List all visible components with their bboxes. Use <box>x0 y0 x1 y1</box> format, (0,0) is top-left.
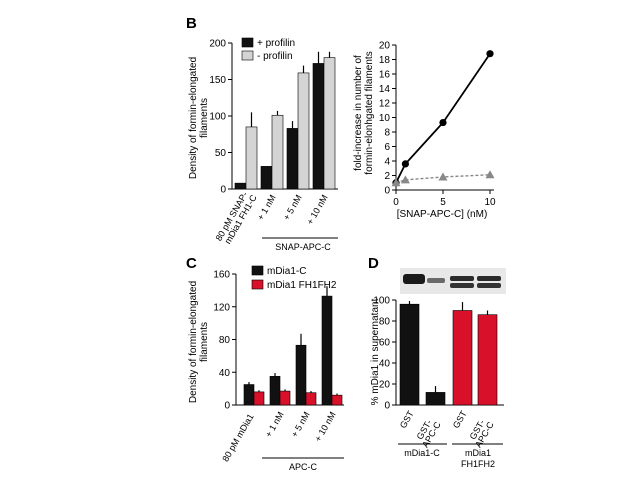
b-y-tick-label-4: 200 <box>209 39 226 50</box>
b-category-label-3: + 10 nM <box>305 193 330 226</box>
b-bar-1-0 <box>245 126 258 190</box>
d-category-label-0: GST <box>398 409 416 430</box>
d-category-label-2: GST <box>451 409 469 430</box>
panel-label-d: D <box>368 255 379 272</box>
br-x-tick-label-2: 10 <box>484 197 496 208</box>
br-point-1-0 <box>391 178 401 187</box>
br-y-tick-label-0: 0 <box>384 186 390 197</box>
br-x-tick-label-0: 0 <box>393 197 399 208</box>
d-y-axis-label: % mDia1 in supernatant <box>370 298 381 405</box>
b-bar-0-1 <box>260 166 273 190</box>
c-y-axis-label-line1: Density of formin-elongated <box>188 281 199 403</box>
d-y-tick-label-0: 0 <box>384 401 390 412</box>
c-bar-0-1 <box>269 376 281 406</box>
b-group-label: SNAP-APC-C <box>275 242 331 252</box>
c-y-tick-label-2: 80 <box>219 335 231 346</box>
br-y-tick-label-8: 16 <box>379 70 391 81</box>
c-bar-1-0 <box>253 391 265 406</box>
b-bar-0-0 <box>234 182 247 190</box>
br-y-axis-label-line1: fold-increase in number of <box>353 55 364 171</box>
c-legend-swatch-1 <box>251 279 264 290</box>
b-y-tick-label-3: 150 <box>209 75 226 86</box>
c-category-label-1: + 1 nM <box>263 410 286 439</box>
br-point-1-2 <box>438 172 448 181</box>
c-y-tick-label-0: 0 <box>224 401 230 412</box>
d-y-tick-label-1: 20 <box>379 380 391 391</box>
c-bar-0-3 <box>321 295 333 406</box>
d-y-tick-label-3: 60 <box>379 338 391 349</box>
b-bar-0-3 <box>312 63 325 190</box>
c-bar-1-3 <box>331 394 343 406</box>
c-bar-1-2 <box>305 392 317 406</box>
panel-label-c: C <box>186 255 197 272</box>
c-y-tick-label-3: 120 <box>213 302 230 313</box>
br-y-tick-label-9: 18 <box>379 55 391 66</box>
br-point-0-2 <box>439 118 447 127</box>
br-x-axis-label: [SNAP-APC-C] (nM) <box>397 209 488 220</box>
br-y-tick-label-6: 12 <box>379 99 391 110</box>
c-y-tick-label-1: 40 <box>219 368 231 379</box>
panel-label-b: B <box>186 15 197 32</box>
br-point-1-1 <box>400 175 410 184</box>
panel-c-bar-chart: 0 40 80 120 160 + 1 nM + 5 nM + 10 nM mDia1-C mDi… <box>213 265 344 459</box>
b-legend-label-0: + profilin <box>257 38 295 49</box>
b-bar-1-1 <box>271 114 284 190</box>
b-y-tick-label-0: 0 <box>220 185 226 196</box>
d-bar-3 <box>477 314 498 406</box>
c-y-tick-label-4: 160 <box>213 270 230 281</box>
c-group-label: APC-C <box>289 462 318 472</box>
br-y-tick-label-5: 10 <box>379 113 391 124</box>
c-category-label-2: + 5 nM <box>289 410 312 439</box>
d-group-label-1: mDia1-C <box>404 448 440 458</box>
br-y-tick-label-3: 6 <box>384 142 390 153</box>
d-bar-0 <box>399 303 420 406</box>
b-y-tick-label-1: 50 <box>215 148 227 159</box>
b-y-axis-label-line2: filaments <box>199 98 210 138</box>
c-legend-label-0: mDia1-C <box>267 266 306 277</box>
br-y-tick-label-1: 2 <box>384 171 390 182</box>
br-point-0-1 <box>401 160 409 168</box>
br-series-line-0 <box>395 53 491 184</box>
b-legend-label-1: - profilin <box>257 51 293 62</box>
b-bar-1-2 <box>297 72 310 190</box>
c-category-label-3: + 10 nM <box>313 410 338 443</box>
panel-b-bar-chart: 0 50 100 150 200 + 1 nM + 5 nM + 10 nM + profili… <box>209 37 338 239</box>
d-y-tick-label-4: 80 <box>379 317 391 328</box>
br-y-tick-label-4: 8 <box>384 128 390 139</box>
b-category-label-1: + 1 nM <box>255 193 278 222</box>
c-bar-1-1 <box>279 390 291 406</box>
b-y-axis-label-line1: Density of formin-elongated <box>188 57 199 179</box>
d-bar-2 <box>452 310 473 406</box>
br-y-tick-label-7: 14 <box>379 84 391 95</box>
b-legend-swatch-1 <box>241 50 254 61</box>
d-y-tick-label-2: 40 <box>379 359 391 370</box>
br-series-line-1 <box>395 174 491 184</box>
d-group-label-2-line2: FH1FH2 <box>461 459 495 469</box>
br-y-tick-label-2: 4 <box>384 157 390 168</box>
br-x-tick-label-1: 5 <box>440 197 446 208</box>
b-bar-1-3 <box>323 57 336 190</box>
br-y-axis-label-line2: formin-elonhgated filaments <box>364 51 375 174</box>
b-category-label-2: + 5 nM <box>281 193 304 222</box>
c-bar-0-2 <box>295 344 307 406</box>
d-group-label-2-line1: mDia1 <box>465 448 491 458</box>
d-y-tick-label-5: 100 <box>373 296 390 307</box>
c-legend-swatch-0 <box>251 265 264 276</box>
c-category-label-0: 80 pM mDia1 <box>220 412 255 463</box>
br-point-1-3 <box>485 170 495 179</box>
br-y-tick-label-10: 20 <box>379 41 391 52</box>
b-y-tick-label-2: 100 <box>209 112 226 123</box>
c-legend-label-1: mDia1 FH1FH2 <box>267 280 337 291</box>
western-blot-image <box>400 268 506 294</box>
panel-d-bar-chart: 0 20 40 60 80 100% mDia1 in supernatant GST GST <box>370 296 504 430</box>
br-point-0-3 <box>486 50 494 58</box>
b-bar-0-2 <box>286 128 299 190</box>
c-bar-0-0 <box>243 384 255 406</box>
b-legend-swatch-0 <box>241 37 254 48</box>
c-y-axis-label-line2: filaments <box>199 322 210 362</box>
d-bar-1 <box>425 392 446 406</box>
